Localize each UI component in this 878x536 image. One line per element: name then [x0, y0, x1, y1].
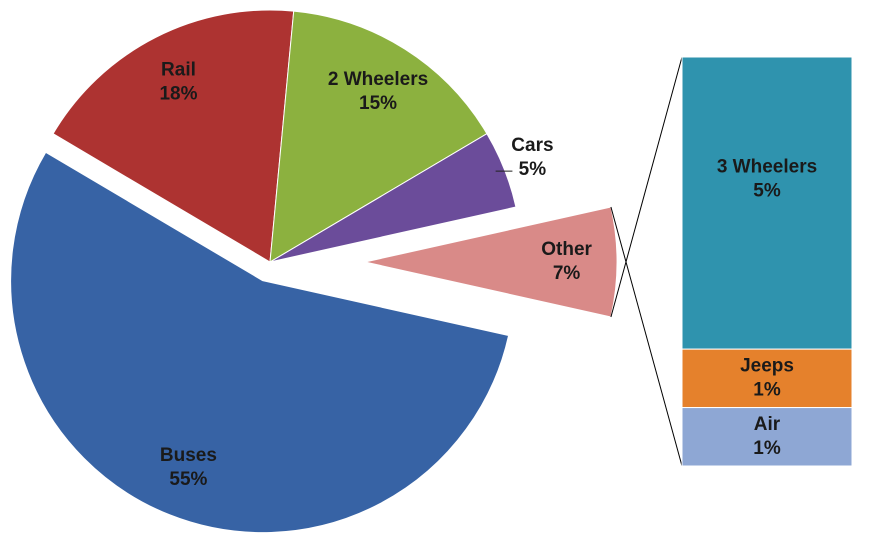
segment-label: Jeeps [740, 355, 794, 376]
segment-label: 3 Wheelers [717, 157, 817, 178]
segment-label: Air [754, 414, 781, 435]
slice-label: Buses [160, 445, 217, 466]
slice-value: 7% [553, 263, 581, 284]
slice-label: Cars [511, 135, 553, 156]
connector-line [610, 56, 683, 318]
slice-value: 55% [169, 469, 207, 490]
pie-slice [10, 151, 510, 534]
slice-value: 5% [519, 159, 547, 180]
connector-line [610, 206, 683, 467]
segment-value: 5% [753, 181, 781, 202]
bar-segment [681, 407, 853, 467]
slice-label: 2 Wheelers [328, 69, 428, 90]
pie-slice [52, 9, 295, 263]
slice-label: Other [541, 239, 592, 260]
bar-segment [681, 56, 853, 350]
pie-slice [269, 133, 517, 263]
slice-value: 18% [159, 83, 197, 104]
bar-segment [681, 348, 853, 409]
segment-value: 1% [753, 379, 781, 400]
pie-slice [269, 10, 488, 263]
slice-label: Rail [161, 59, 196, 80]
slice-value: 15% [359, 93, 397, 114]
segment-value: 1% [753, 438, 781, 459]
